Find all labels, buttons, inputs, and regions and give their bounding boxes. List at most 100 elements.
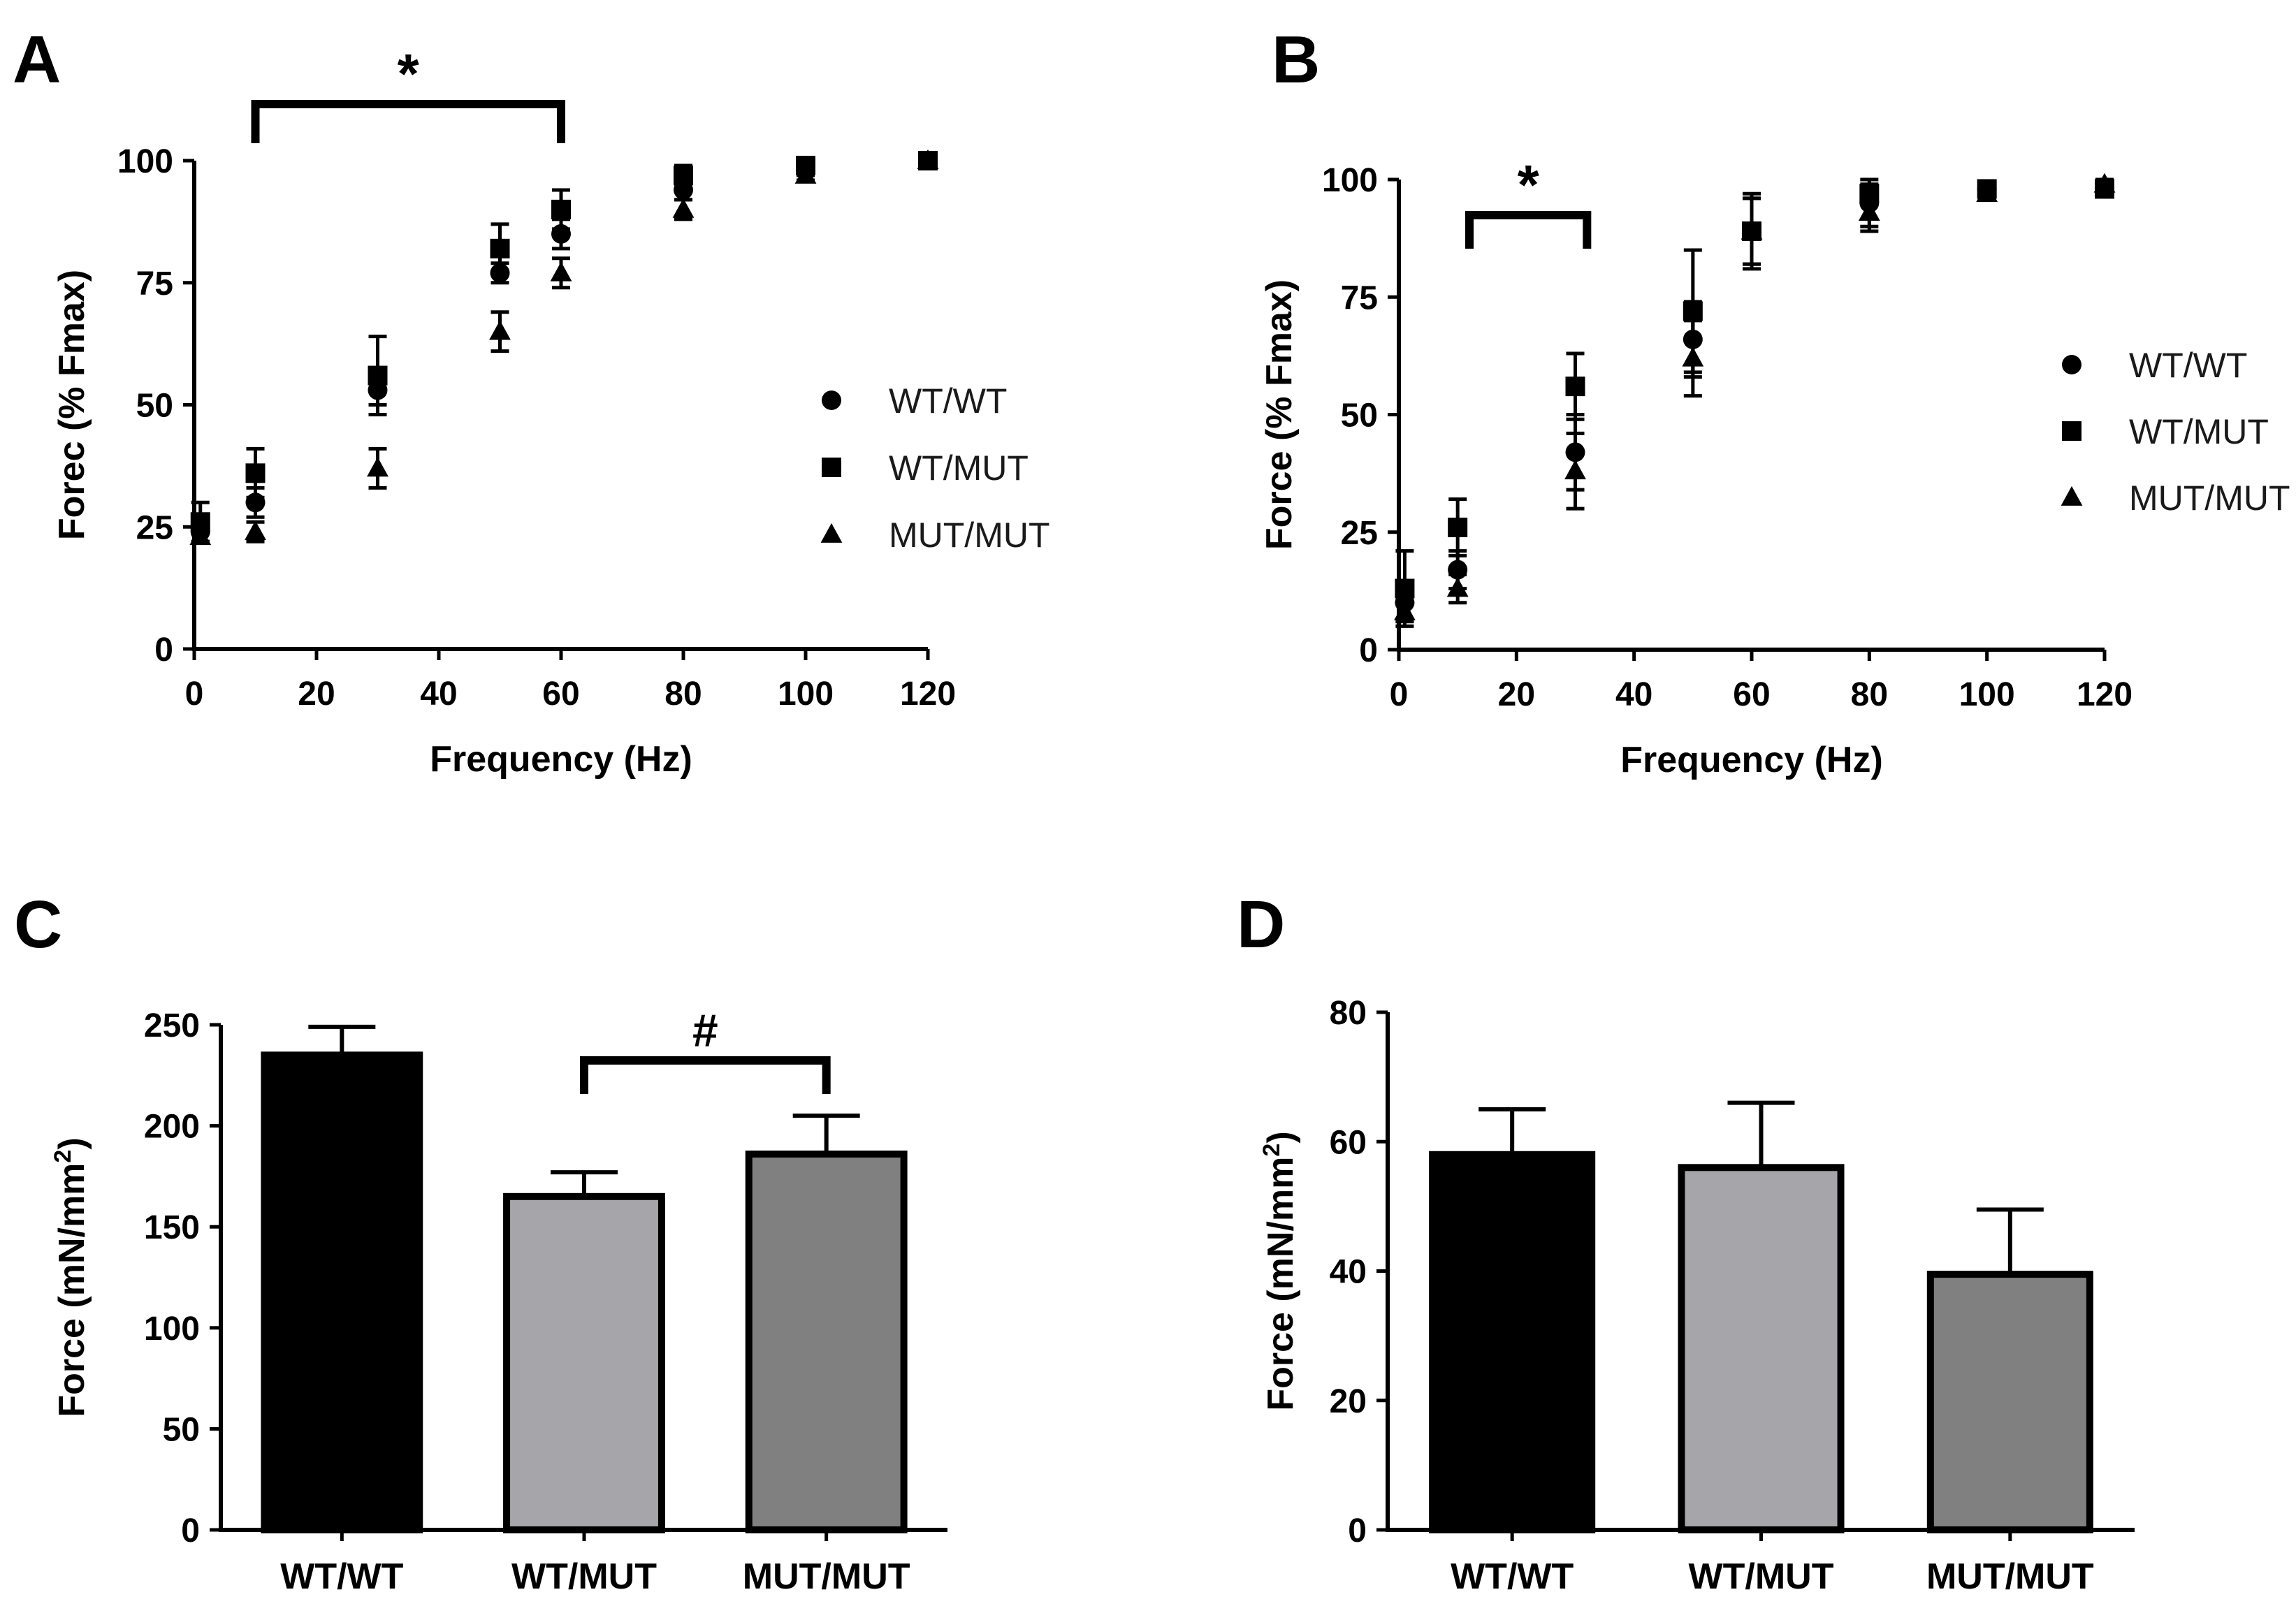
series-wt-wt [1395, 177, 2114, 624]
x-tick-label: 20 [1498, 676, 1535, 713]
legend-marker [2062, 421, 2081, 441]
panel-a: A 0 20 40 60 80 100 120 0 25 50 75 100 Frequency (Hz)… [13, 22, 1050, 780]
y-tick-label: 100 [1322, 162, 1378, 199]
data-point [1395, 578, 1415, 599]
significance-symbol: # [692, 1005, 718, 1056]
significance-symbol: * [398, 43, 420, 105]
data-point [672, 198, 695, 218]
data-point [189, 525, 212, 546]
y-tick-label: 25 [1341, 515, 1378, 552]
y-tick-label: 80 [1330, 995, 1367, 1032]
data-point [490, 238, 510, 258]
data-point [1682, 346, 1704, 367]
y-tick-label: 100 [117, 143, 173, 180]
data-point [1976, 182, 1998, 203]
series-wt-mut [190, 151, 938, 543]
y-tick-label: 50 [163, 1411, 200, 1448]
panel-c: C 0 50 100 150 200 250 Force (mN/mm2) WT/WT WT/MU… [14, 887, 947, 1597]
x-tick-label: 40 [420, 676, 457, 713]
y-tick-label: 20 [1330, 1383, 1367, 1420]
y-tick-label: 60 [1330, 1124, 1367, 1161]
legend-marker [822, 458, 841, 477]
category-label: MUT/MUT [1926, 1556, 2094, 1597]
data-point [2093, 173, 2116, 193]
y-tick-label: 150 [144, 1209, 200, 1246]
x-axis-title: Frequency (Hz) [1620, 740, 1883, 780]
legend-label: WT/WT [889, 381, 1007, 421]
y-tick-label: 0 [1359, 632, 1378, 669]
significance-bracket [580, 1056, 831, 1094]
significance-bracket [1465, 211, 1592, 249]
legend-marker [820, 523, 843, 543]
data-point [1448, 518, 1468, 538]
x-tick-label: 80 [1851, 676, 1888, 713]
series-mut-mut [1394, 173, 2116, 624]
series-wt-mut [1395, 179, 2114, 628]
y-tick-label: 250 [144, 1007, 200, 1044]
data-point [368, 365, 388, 386]
x-tick-label: 0 [1390, 676, 1409, 713]
bar-mut-mut [1926, 1271, 2093, 1533]
data-point [367, 457, 388, 477]
panel-letter: C [14, 887, 62, 962]
data-point [1858, 201, 1880, 221]
panel-letter: D [1237, 887, 1285, 962]
bar-wt-mut [1678, 1164, 1845, 1534]
x-tick-label: 100 [778, 676, 834, 713]
data-point [1683, 301, 1703, 321]
y-tick-label: 100 [144, 1311, 200, 1348]
y-tick-label: 0 [181, 1512, 200, 1549]
x-tick-label: 100 [1959, 676, 2015, 713]
significance-bracket [251, 100, 565, 143]
x-tick-label: 120 [2077, 676, 2132, 713]
x-tick-label: 80 [664, 676, 702, 713]
y-tick-label: 200 [144, 1109, 200, 1146]
category-label: WT/WT [1451, 1556, 1574, 1597]
legend-marker [822, 391, 841, 410]
legend-label: MUT/MUT [889, 516, 1050, 555]
data-point [917, 149, 939, 169]
data-point [489, 320, 511, 340]
data-point [245, 520, 266, 541]
panel-letter: B [1272, 22, 1320, 97]
category-label: MUT/MUT [743, 1556, 910, 1597]
legend-marker [2062, 355, 2081, 374]
y-axis-title: Force (mN/mm2) [50, 1137, 92, 1417]
y-axis-title: Force (mN/mm2) [1258, 1131, 1301, 1410]
y-tick-label: 0 [1348, 1512, 1367, 1549]
y-tick-label: 50 [1341, 397, 1378, 435]
legend-marker [2061, 486, 2083, 506]
panel-d: D 0 20 40 60 80 Force (mN/mm2) WT/WT WT/MUT MUT/M… [1237, 887, 2135, 1597]
bar-wt-mut [503, 1192, 665, 1533]
bar-wt-wt [261, 1051, 423, 1533]
x-tick-label: 0 [185, 676, 204, 713]
y-tick-label: 75 [1341, 279, 1378, 316]
y-tick-label: 40 [1330, 1254, 1367, 1291]
legend-label: WT/WT [2129, 346, 2247, 385]
y-axis-title: Force (% Fmax) [1259, 279, 1300, 550]
x-tick-label: 60 [1733, 676, 1770, 713]
bar-wt-wt [1429, 1151, 1596, 1533]
data-point [1394, 601, 1416, 621]
series-mut-mut [189, 149, 939, 546]
category-label: WT/WT [280, 1556, 403, 1597]
x-tick-label: 40 [1615, 676, 1652, 713]
category-label: WT/MUT [1689, 1556, 1834, 1597]
y-tick-label: 50 [136, 388, 173, 425]
data-point [1564, 460, 1586, 480]
y-tick-label: 0 [154, 632, 173, 669]
data-point [1565, 377, 1585, 397]
x-tick-label: 120 [900, 676, 956, 713]
data-point [674, 165, 693, 185]
x-tick-label: 20 [298, 676, 335, 713]
x-tick-label: 60 [542, 676, 579, 713]
panel-letter: A [13, 22, 61, 97]
legend-label: WT/MUT [889, 448, 1029, 488]
data-point [794, 163, 817, 184]
y-tick-label: 75 [136, 265, 173, 302]
data-point [550, 261, 572, 282]
x-axis-title: Frequency (Hz) [430, 739, 692, 780]
panel-b: B 0 20 40 60 80 100 120 0 25 50 75 100 Frequency (Hz)… [1259, 22, 2290, 780]
data-point [551, 199, 571, 219]
legend-label: WT/MUT [2129, 412, 2269, 451]
